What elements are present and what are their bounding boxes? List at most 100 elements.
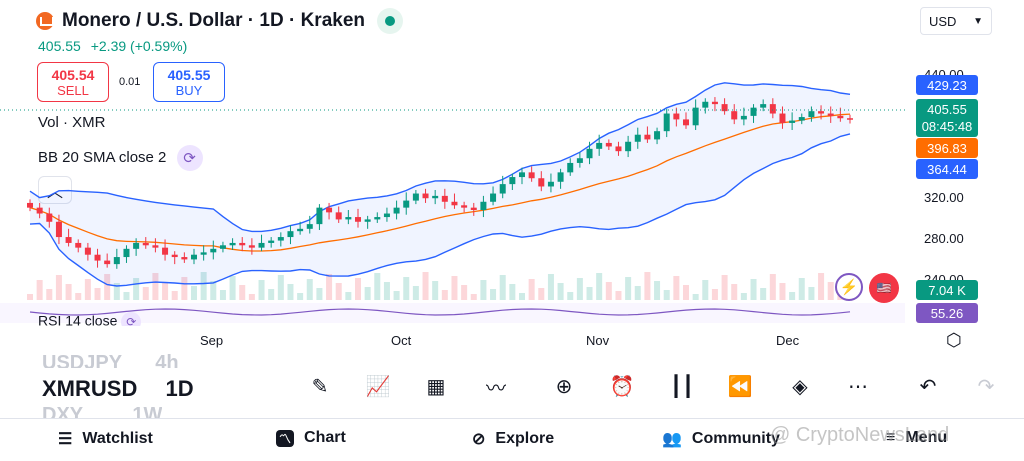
candle-body: [277, 237, 284, 241]
price-chart[interactable]: [0, 40, 905, 325]
candle-body: [422, 193, 429, 199]
candle-body: [808, 111, 815, 118]
volume-bar: [200, 272, 207, 300]
candlestick-icon[interactable]: ┃┃: [669, 375, 695, 398]
watermark: @ CryptoNewsLand: [770, 424, 950, 446]
candle-body: [441, 195, 448, 202]
buy-price: 405.55: [167, 67, 211, 83]
volume-bars: [27, 272, 853, 300]
volume-bar: [94, 288, 101, 300]
settings-icon[interactable]: ⬡: [946, 330, 962, 350]
candle-body: [673, 113, 680, 120]
symbol-next[interactable]: DXY 1W: [42, 404, 162, 418]
time-tick: Oct: [391, 333, 412, 348]
indicators-icon[interactable]: 📈: [365, 375, 391, 398]
sell-button[interactable]: 405.54 SELL: [37, 62, 109, 102]
last-price: 405.55: [38, 38, 81, 54]
candle-body: [268, 240, 275, 243]
alarm-icon[interactable]: ⏰: [609, 375, 635, 398]
volume-bar: [702, 280, 709, 300]
rsi-legend[interactable]: RSI 14 close ⟳: [38, 312, 142, 326]
volume-bar: [596, 273, 603, 300]
volume-bar: [403, 277, 410, 300]
candle-body: [519, 172, 525, 178]
buy-button[interactable]: 405.55 BUY: [153, 62, 225, 102]
volume-bar: [36, 280, 43, 300]
redo-icon[interactable]: ↷: [977, 375, 995, 398]
candle-body: [326, 207, 333, 213]
candle-body: [847, 118, 853, 120]
sell-label: SELL: [57, 83, 89, 98]
candle-body: [374, 217, 381, 220]
nav-chart[interactable]: 〽 Chart: [276, 429, 346, 447]
rsi-tag: 55.26: [916, 303, 978, 323]
volume-bar: [683, 285, 689, 300]
layers-icon[interactable]: ◈: [792, 375, 808, 398]
bb-lower-tag: 364.44: [916, 159, 978, 179]
replay-icon[interactable]: ⏪: [727, 375, 753, 398]
volume-bar: [499, 275, 506, 300]
candle-body: [480, 201, 487, 210]
chevron-down-icon: ▼: [973, 15, 983, 27]
volume-bar: [721, 275, 728, 300]
nav-community[interactable]: 👥 Community: [662, 429, 780, 449]
volume-bar: [229, 276, 236, 300]
candle-body: [711, 101, 718, 105]
candle-body: [576, 158, 583, 163]
candle-body: [605, 142, 612, 147]
candle-body: [229, 242, 236, 246]
bollinger-legend[interactable]: BB 20 SMA close 2 ⟳: [38, 145, 203, 171]
nav-community-label: Community: [691, 430, 780, 447]
candle-body: [364, 219, 371, 222]
volume-legend[interactable]: Vol · XMR: [38, 114, 106, 131]
nav-explore[interactable]: ⊘ Explore: [472, 429, 554, 449]
pencil-icon[interactable]: ✎: [311, 375, 329, 398]
nav-watchlist[interactable]: ☰ Watchlist: [58, 429, 153, 449]
us-flag-icon[interactable]: 🇺🇸: [869, 273, 899, 303]
candle-body: [499, 184, 506, 194]
symbol-prev-name: USDJPY: [42, 352, 122, 368]
nav-explore-label: Explore: [495, 430, 555, 447]
volume-bar: [528, 279, 535, 300]
grid-icon[interactable]: ▦: [426, 375, 446, 398]
sell-price: 405.54: [51, 67, 95, 83]
bollinger-lower-band: [29, 133, 851, 287]
volume-bar: [84, 279, 91, 300]
volume-bar: [673, 276, 680, 300]
plus-circle-icon[interactable]: ⊕: [555, 375, 573, 398]
lightning-icon[interactable]: ⚡: [835, 273, 863, 301]
symbol-current-interval: 1D: [165, 376, 194, 401]
candle-body: [451, 201, 458, 206]
candle-body: [470, 207, 477, 210]
refresh-icon[interactable]: ⟳: [121, 312, 142, 326]
candle-countdown: 08:45:48: [921, 119, 973, 134]
candle-body: [461, 205, 468, 208]
refresh-icon[interactable]: ⟳: [176, 145, 203, 171]
undo-icon[interactable]: ↶: [919, 375, 937, 398]
symbol-header[interactable]: Monero / U.S. Dollar · 1D · Kraken: [36, 8, 403, 34]
trend-icon[interactable]: 〰: [486, 377, 506, 400]
bb-mid-tag: 396.83: [916, 138, 978, 158]
volume-bar: [750, 279, 757, 300]
time-tick: Nov: [586, 333, 610, 348]
volume-bar: [663, 290, 670, 300]
current-price-value: 405.55: [927, 102, 967, 117]
volume-bar: [519, 293, 525, 300]
volume-bar: [171, 291, 178, 300]
current-price-tag: 405.55 08:45:48: [916, 99, 978, 137]
symbol-current-name: XMRUSD: [42, 376, 138, 401]
symbol-prev[interactable]: USDJPY 4h: [42, 352, 179, 368]
nav-menu[interactable]: ≡ Menu: [886, 429, 947, 447]
volume-bar: [104, 274, 111, 300]
candle-body: [654, 131, 661, 140]
candle-body: [104, 260, 111, 265]
volume-bar: [287, 284, 294, 300]
more-icon[interactable]: ⋯: [848, 375, 868, 398]
symbol-current[interactable]: XMRUSD 1D: [42, 376, 194, 402]
bollinger-upper-band: [29, 82, 851, 233]
volume-bar: [779, 283, 786, 300]
candle-body: [789, 120, 796, 123]
currency-selector[interactable]: USD ▼: [920, 7, 992, 35]
monero-logo-icon: [36, 12, 54, 30]
candle-body: [287, 231, 294, 238]
